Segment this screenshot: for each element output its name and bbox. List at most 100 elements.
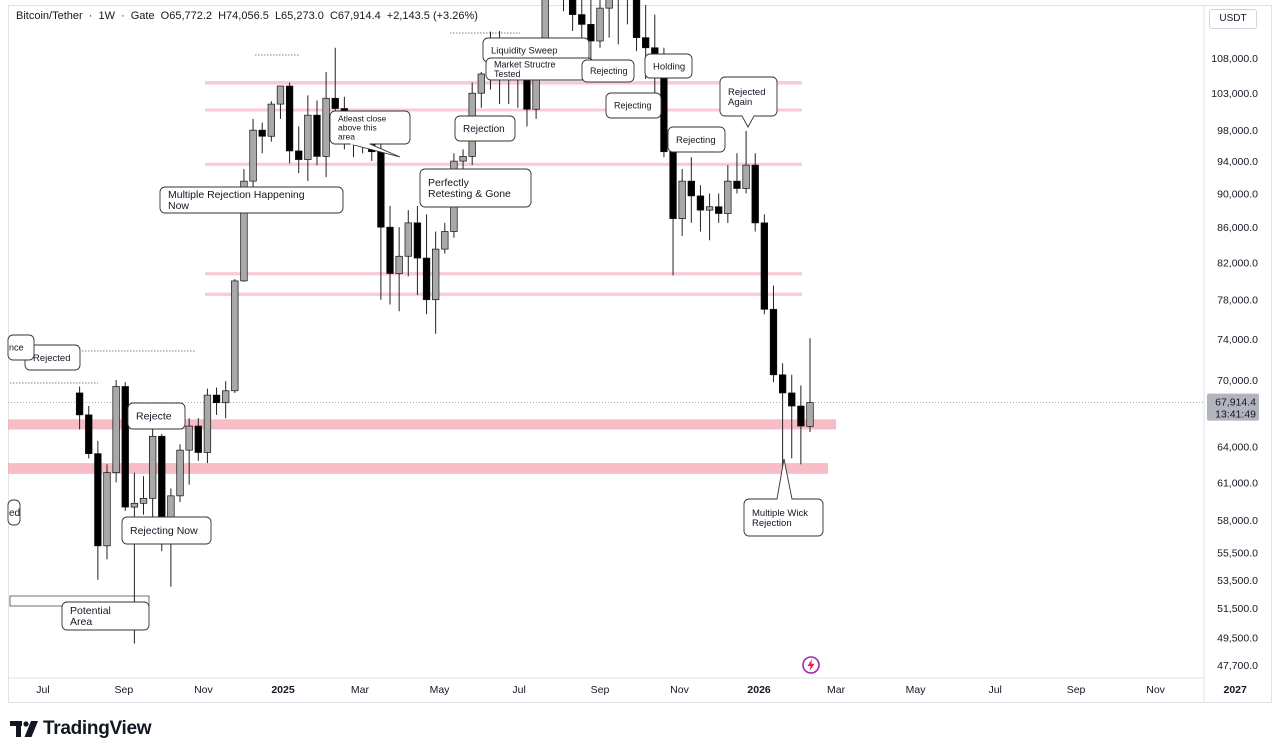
candle[interactable] [441,222,449,254]
candle[interactable] [185,418,193,485]
candle[interactable] [797,385,805,465]
annotation-callout[interactable]: nce [7,334,35,361]
candle[interactable] [395,227,403,312]
candle[interactable] [112,380,120,483]
candle[interactable] [194,418,202,461]
support-resistance-zone[interactable] [205,81,802,85]
annotation-callout[interactable]: Perfectly Retesting & Gone [419,168,532,208]
x-tick-label: Sep [1067,684,1086,696]
candle[interactable] [733,153,741,194]
candle[interactable] [678,169,686,236]
annotation-callout[interactable]: ed [7,499,21,526]
candle[interactable] [75,386,84,430]
candle[interactable] [231,279,239,393]
candle[interactable] [258,122,266,154]
annotation-callout[interactable]: Multiple Wick Rejection [743,458,824,537]
candle[interactable] [94,440,102,580]
candle[interactable] [477,71,485,108]
candle[interactable] [139,476,148,515]
candle[interactable] [587,0,595,62]
candle[interactable] [742,130,750,194]
candle[interactable] [788,374,796,459]
candle[interactable] [304,95,312,182]
candle-body-down [295,150,303,160]
symbol-header[interactable]: Bitcoin/Tether · 1W · Gate O65,772.2 H74… [16,10,481,22]
annotation-callout[interactable]: Rejected Again [719,76,778,128]
candle[interactable] [249,118,257,187]
tradingview-icon [10,721,38,737]
currency-selector[interactable]: USDT [1209,9,1257,29]
bolt-icon[interactable] [802,656,820,674]
candle[interactable] [240,169,248,282]
candle[interactable] [331,47,339,119]
candle-body-down [568,0,577,15]
annotation-callout[interactable]: Rejecte [127,402,186,430]
candle[interactable] [432,231,440,334]
candle[interactable] [276,85,285,119]
candle[interactable] [422,214,431,315]
candle[interactable] [212,387,221,415]
candle-body-down [696,195,705,211]
candle[interactable] [624,0,631,25]
support-resistance-zone[interactable] [205,272,802,276]
candle[interactable] [121,382,129,511]
interval[interactable]: 1W [98,10,115,22]
annotation-callout[interactable]: Rejecting Now [121,516,212,545]
candle[interactable] [322,71,330,178]
annotation-callout[interactable]: Rejection [454,115,516,142]
annotation-callout[interactable]: Rejecting [667,126,726,153]
candle[interactable] [222,381,230,419]
annotation-callout[interactable]: Rejecting [605,92,662,119]
candle[interactable] [85,406,93,459]
candle[interactable] [760,214,768,315]
candle[interactable] [313,100,321,166]
candle[interactable] [386,205,394,305]
candle[interactable] [705,193,714,241]
candle[interactable] [267,101,275,142]
candle[interactable] [459,149,467,170]
annotation-callout[interactable]: Atleast close above this area [329,110,411,158]
candle[interactable] [724,165,732,223]
candle[interactable] [806,338,814,433]
y-tick-label: 58,000.0 [1217,515,1258,527]
annotation-callout[interactable]: Multiple Rejection Happening Now [159,186,344,214]
candle[interactable] [568,0,577,31]
candle[interactable] [669,145,677,276]
support-resistance-zone[interactable] [205,162,802,166]
candle[interactable] [103,464,111,560]
annotation-callout[interactable]: Rejecting [581,59,635,83]
candle[interactable] [687,157,695,223]
candle[interactable] [632,0,641,52]
candle[interactable] [285,82,294,164]
candle-body-up [203,394,212,453]
candle[interactable] [176,444,184,503]
candle[interactable] [605,0,613,38]
candle[interactable] [295,126,303,174]
candle[interactable] [715,193,723,223]
candle[interactable] [751,153,759,232]
annotation-callout[interactable]: Holding [644,53,693,79]
ohlc-open: O65,772.2 [160,10,213,22]
candle[interactable] [148,429,157,520]
y-tick-label: 94,000.0 [1217,156,1258,168]
candle[interactable] [404,210,412,277]
support-resistance-zone[interactable] [205,108,802,112]
symbol-name[interactable]: Bitcoin/Tether [16,10,83,22]
candle[interactable] [413,205,422,295]
candle-body-up [103,472,111,547]
candle[interactable] [615,0,622,45]
annotation-callout[interactable]: Market Structre Tested [485,57,594,81]
candle[interactable] [203,388,212,464]
support-resistance-zone[interactable] [8,419,836,430]
annotation-callout[interactable]: Potential Area [61,601,150,631]
candle[interactable] [696,185,705,232]
candle-body-up [176,449,184,497]
support-resistance-zone[interactable] [205,292,802,296]
candle[interactable] [596,0,604,48]
x-tick-label: 2025 [271,684,295,696]
candle[interactable] [769,285,778,383]
support-resistance-zone[interactable] [8,463,828,474]
tradingview-logo[interactable]: TradingView [10,716,152,742]
candle[interactable] [560,0,567,12]
